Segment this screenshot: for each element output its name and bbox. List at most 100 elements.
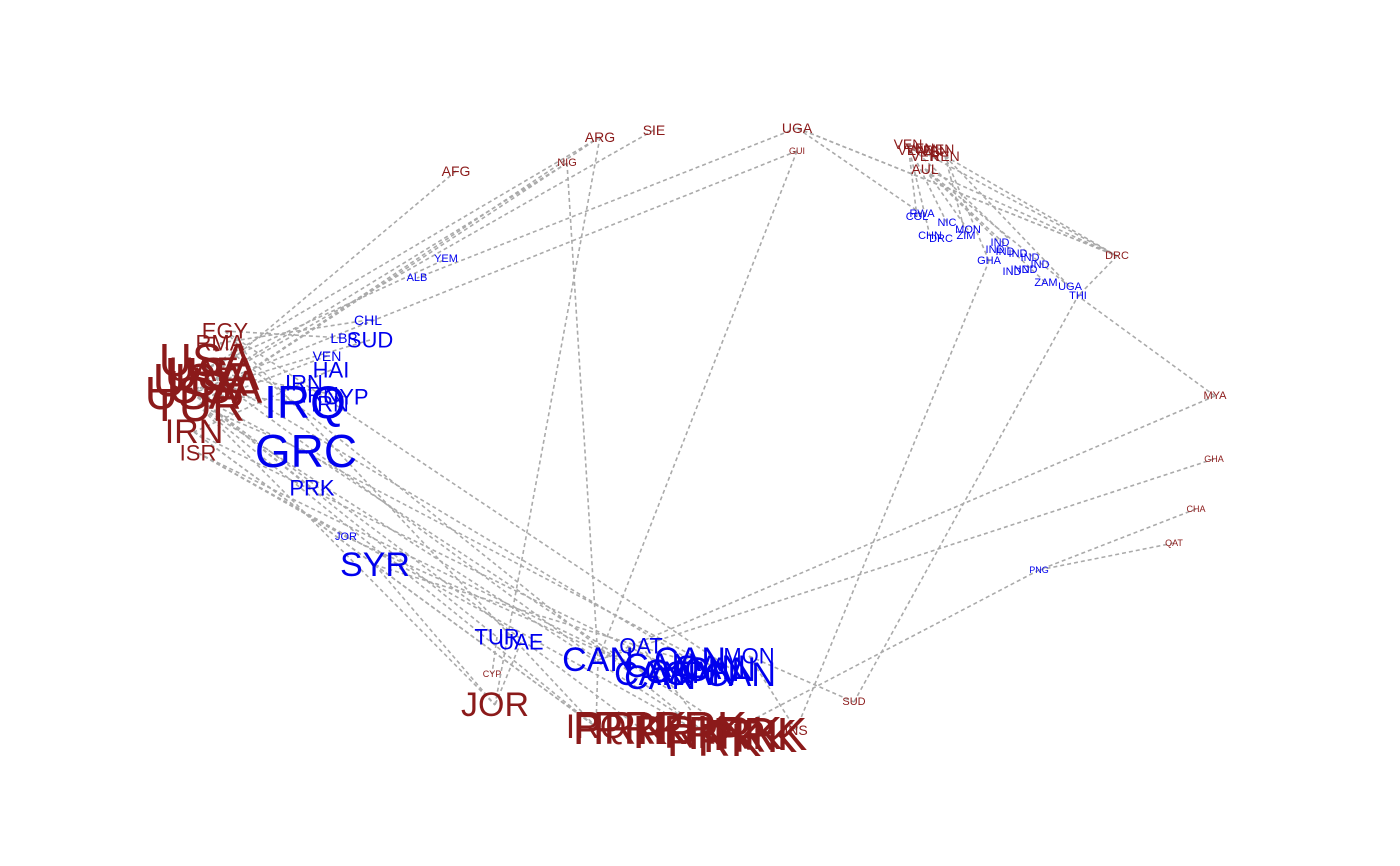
node-label-b-prk-stack-4: PRK — [703, 710, 798, 762]
node-label-a-ind-stack-4: IND — [1031, 259, 1050, 271]
node-label-a-can-stack-4: CAN — [704, 656, 776, 694]
node-label-a-jor: JOR — [335, 531, 357, 543]
node-label-a-nic: NIC — [938, 217, 957, 229]
node-label-a-lbr: LBR — [330, 330, 357, 346]
edge-b-drc-a-thi — [1077, 255, 1118, 297]
node-label-a-png: PNG — [1029, 565, 1049, 575]
edge-b-usa-a-irq — [191, 392, 306, 403]
node-label-b-rma: RMA — [196, 331, 245, 356]
node-label-a-mon: MON — [723, 644, 774, 669]
node-label-b-sud: SUD — [842, 696, 865, 708]
node-label-a-gha: GHA — [977, 255, 1002, 267]
node-label-a-can-stack-0: CAN — [624, 647, 696, 685]
node-label-b-ven-stack-4: VEN — [911, 148, 940, 164]
edge-b-egy-a-lbr — [224, 330, 345, 339]
node-label-b-prk-stack-0: PRK — [593, 702, 688, 754]
edge-b-rma-b-prk — [219, 342, 715, 741]
edge-b-afg-b-usa — [191, 170, 457, 394]
node-label-b-ven-stack-5: VEN — [898, 142, 927, 158]
edge-b-ven-a-chn — [907, 143, 931, 237]
edge-b-ins-a-gha — [795, 260, 990, 731]
node-label-a-chl: CHL — [354, 312, 382, 328]
node-label-b-gha: GHA — [1204, 454, 1224, 464]
node-label-b-cha: CHA — [1186, 504, 1205, 514]
edge-bundle-2 — [944, 155, 1071, 288]
node-label-a-sud: SUD — [347, 328, 393, 353]
node-label-b-aul: AUL — [911, 161, 938, 177]
edge-a-png-b-prk — [713, 569, 1040, 741]
node-label-b-afg: AFG — [442, 163, 471, 179]
edge-bundle-8 — [197, 452, 661, 679]
node-label-a-ind-stack-3: IND — [1021, 252, 1040, 264]
edge-b-gha-a-can — [597, 458, 1215, 661]
node-label-b-irn: IRN — [165, 413, 224, 451]
node-label-a-can-stack-5: CAN — [654, 641, 726, 679]
edge-a-nic-b-ven — [907, 143, 948, 224]
node-label-b-usa-stack-2: USA — [168, 361, 263, 413]
node-label-a-uae: UAE — [498, 630, 543, 655]
node-label-b-nig: NIG — [557, 157, 577, 169]
node-label-a-ind-stack-7: IND — [1019, 264, 1038, 276]
edge-a-mon-b-sud — [748, 655, 855, 703]
node-label-a-cyp: CYP — [323, 385, 368, 410]
node-label-b-ven: VEN — [894, 136, 923, 152]
edge-b-mya-a-can — [597, 395, 1216, 661]
node-label-a-zim: ZIM — [957, 230, 976, 242]
edge-bundle-12 — [374, 564, 711, 669]
edge-b-nig-b-usa — [191, 162, 568, 394]
node-label-b-isr: ISR — [180, 441, 217, 466]
node-label-a-grc: GRC — [255, 425, 357, 477]
edge-b-cha-a-png — [1038, 508, 1197, 571]
edge-b-tur-b-irq — [197, 404, 597, 728]
node-label-a-can-stack-3: CAN — [684, 651, 756, 689]
node-label-a-prk: PRK — [289, 476, 335, 501]
edge-a-ven-b-tur — [197, 355, 328, 406]
edge-b-ren-b-drc — [944, 155, 1118, 257]
edge-a-gha-b-ren — [944, 155, 990, 262]
edge-a-qat-b-prk — [640, 645, 715, 741]
node-label-b-prk-stack-2: PRK — [653, 702, 748, 754]
node-label-a-irq: IRQ — [264, 376, 346, 428]
node-label-a-can-stack-2: CAN — [664, 655, 736, 693]
node-label-b-mya: MYA — [1203, 390, 1227, 402]
edge-b-uae-a-can — [203, 369, 599, 661]
node-label-b-egy: EGY — [202, 319, 249, 344]
node-label-b-ren: REN — [930, 148, 960, 164]
edge-b-usa-a-tur — [191, 392, 498, 638]
node-label-a-ven: VEN — [313, 348, 342, 364]
node-label-b-usa: USA — [145, 367, 240, 419]
edge-b-mya-a-thi — [1077, 295, 1216, 397]
edge-bundle-7 — [193, 431, 681, 673]
node-label-a-ind-stack-2: IND — [1009, 248, 1028, 260]
edge-a-tur-b-cyp — [491, 636, 498, 675]
node-label-a-can-stack-8: CAN — [614, 655, 686, 693]
edge-b-sud-a-thi — [853, 295, 1079, 703]
edge-b-tur-b-jor — [197, 404, 496, 706]
node-label-a-uga: UGA — [1058, 281, 1083, 293]
node-label-a-can-stack-1: CAN — [644, 653, 716, 691]
edge-bundle-3 — [924, 168, 1118, 257]
edge-bundle-0 — [907, 143, 1118, 257]
node-label-a-qat: QAT — [619, 634, 663, 659]
node-label-a-tur: TUR — [474, 625, 519, 650]
edge-bundle-10 — [224, 330, 741, 676]
node-label-b-uae: UAE — [169, 351, 239, 389]
node-label-b-ven-stack-2: VEN — [921, 143, 950, 159]
node-label-a-chn: CHN — [918, 230, 942, 242]
node-label-a-can-stack-7: CAN — [674, 649, 746, 687]
edge-a-rwa-b-uga — [796, 127, 923, 215]
edge-a-syr-b-jor — [374, 564, 496, 706]
edge-b-nig-b-tur — [197, 162, 568, 406]
edge-b-gui-a-can — [597, 150, 798, 661]
node-label-b-sie: SIE — [643, 122, 666, 138]
edge-b-ven-a-col — [907, 143, 918, 218]
node-label-a-ind-stack-5: IND — [1011, 264, 1030, 276]
edge-a-mon-b-ins — [748, 655, 797, 731]
edge-b-rma-a-chl — [219, 319, 369, 344]
node-label-b-gui: GUI — [789, 146, 805, 156]
node-label-a-rwa: RWA — [909, 208, 935, 220]
edge-bundle-1 — [907, 143, 1011, 241]
node-label-b-usa-stack-3: USA — [153, 354, 248, 406]
